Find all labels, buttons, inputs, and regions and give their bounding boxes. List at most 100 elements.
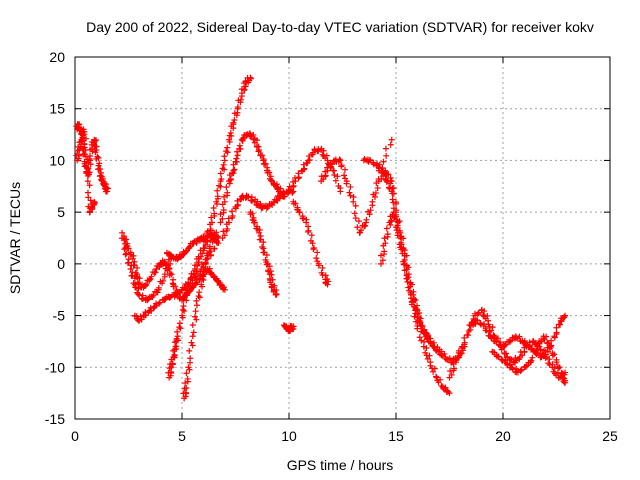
data-point	[232, 158, 239, 165]
data-point	[351, 210, 358, 217]
data-point	[83, 135, 90, 142]
data-point	[221, 232, 228, 239]
data-point	[179, 306, 186, 313]
data-point	[375, 167, 382, 174]
data-point	[308, 232, 315, 239]
data-point	[343, 180, 350, 187]
data-point	[414, 314, 421, 321]
data-point	[380, 170, 387, 177]
data-point	[445, 356, 452, 363]
data-point	[347, 192, 354, 199]
data-point	[394, 232, 401, 239]
data-point	[315, 147, 322, 154]
data-point	[171, 351, 178, 358]
data-point	[367, 207, 374, 214]
data-point	[390, 215, 397, 222]
data-point	[529, 354, 536, 361]
data-point	[473, 317, 480, 324]
data-point	[260, 239, 267, 246]
data-point	[82, 147, 89, 154]
data-point	[248, 197, 255, 204]
data-point	[136, 275, 143, 282]
data-point	[255, 148, 262, 155]
data-point	[549, 352, 556, 359]
series-arc13	[286, 145, 344, 195]
data-point	[77, 143, 84, 150]
data-point	[400, 258, 407, 265]
data-point	[426, 352, 433, 359]
data-point	[209, 236, 216, 243]
data-point	[230, 167, 237, 174]
data-point	[363, 216, 370, 223]
data-point	[128, 272, 135, 279]
data-point	[129, 255, 136, 262]
data-point	[239, 136, 246, 143]
data-point	[229, 208, 236, 215]
data-point	[234, 148, 241, 155]
data-point	[173, 343, 180, 350]
data-point	[468, 319, 475, 326]
data-point	[130, 262, 137, 269]
series-arc14	[290, 198, 332, 288]
series-isolated	[375, 136, 395, 174]
data-point	[96, 173, 103, 180]
series-arc7	[165, 74, 254, 381]
data-point	[393, 200, 400, 207]
data-point	[85, 171, 92, 178]
y-tick-label: -5	[53, 308, 66, 324]
data-point	[263, 252, 270, 259]
data-point	[226, 132, 233, 139]
data-point	[245, 193, 252, 200]
data-point	[393, 227, 400, 234]
data-point	[555, 321, 562, 328]
data-point	[350, 198, 357, 205]
data-point	[253, 143, 260, 150]
data-point	[221, 153, 228, 160]
data-point	[169, 360, 176, 367]
data-point	[215, 240, 222, 247]
data-point	[192, 308, 199, 315]
data-point	[394, 218, 401, 225]
data-point	[195, 293, 202, 300]
data-point	[290, 326, 297, 333]
data-point	[179, 251, 186, 258]
data-point	[226, 136, 233, 143]
data-point	[370, 159, 377, 166]
data-point	[501, 343, 508, 350]
data-point	[213, 277, 220, 284]
data-point	[381, 235, 388, 242]
data-point	[519, 352, 526, 359]
data-point	[418, 337, 425, 344]
data-point	[319, 264, 326, 271]
data-point	[211, 210, 218, 217]
data-point	[250, 219, 257, 226]
data-point	[306, 153, 313, 160]
data-point	[327, 159, 334, 166]
data-point	[91, 143, 98, 150]
data-point	[208, 219, 215, 226]
data-point	[347, 183, 354, 190]
data-point	[221, 193, 228, 200]
data-point	[537, 346, 544, 353]
data-point	[200, 263, 207, 270]
data-point	[231, 117, 238, 124]
data-point	[341, 166, 348, 173]
data-point	[562, 312, 569, 319]
data-point	[455, 347, 462, 354]
data-point	[230, 161, 237, 168]
series-arc9	[217, 130, 288, 226]
data-point	[131, 312, 138, 319]
data-point	[197, 253, 204, 260]
x-tick-label: 0	[71, 428, 79, 444]
series-arc11	[247, 209, 280, 298]
data-point	[210, 273, 217, 280]
data-point	[194, 262, 201, 269]
data-point	[506, 338, 513, 345]
data-point	[477, 320, 484, 327]
data-point	[200, 277, 207, 284]
data-point	[498, 356, 505, 363]
data-point	[184, 287, 191, 294]
data-point	[203, 256, 210, 263]
data-point	[256, 236, 263, 243]
data-point	[501, 350, 508, 357]
